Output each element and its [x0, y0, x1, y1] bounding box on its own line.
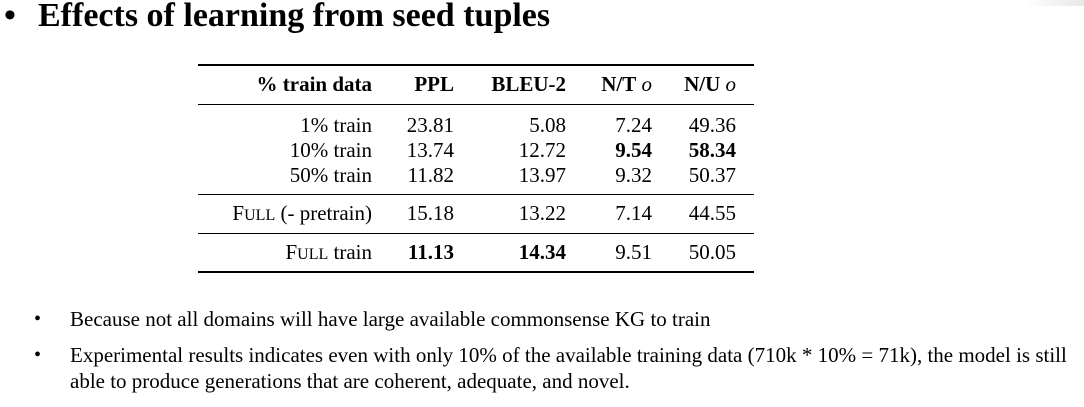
cell-nu: 50.37	[688, 162, 736, 187]
header-nt-suffix: o	[641, 72, 653, 97]
cell-nu: 49.36	[688, 112, 736, 137]
cell-nt: 9.51	[566, 232, 652, 273]
cell-bleu: 12.72	[518, 137, 566, 162]
header-nt-label: N/T	[601, 72, 637, 97]
list-item: • Because not all domains will have larg…	[30, 306, 1080, 332]
cell-bleu-best: 14.34	[454, 232, 566, 273]
table-row: 10% train 13.74 12.72 9.54 58.34	[198, 138, 754, 163]
notes-list: • Because not all domains will have larg…	[30, 306, 1080, 404]
cell-nu: 44.55	[652, 193, 736, 233]
title-text: Effects of learning from seed tuples	[38, 0, 551, 34]
row-label: 1% train	[300, 112, 372, 137]
note-text: Experimental results indicates even with…	[70, 343, 1067, 393]
cell-pad	[736, 138, 754, 163]
row-label: 50% train	[289, 162, 372, 187]
row-label: FULL (- pretrain)	[198, 193, 372, 233]
cell-pad	[736, 232, 754, 273]
cell-pad	[736, 104, 754, 138]
table-row: FULL train 11.13 14.34 9.51 50.05	[198, 232, 754, 273]
label-prefix: F	[232, 201, 245, 225]
label-rest: train	[328, 239, 372, 264]
cell-bleu: 5.08	[529, 112, 566, 137]
note-text: Because not all domains will have large …	[70, 307, 711, 331]
cell-nt: 7.24	[615, 112, 652, 137]
cell-nt-best: 9.54	[615, 137, 652, 162]
cell-pad	[736, 163, 754, 195]
cell-pad	[736, 193, 754, 233]
cell-nu-best: 58.34	[688, 137, 736, 162]
header-nu-label: N/U	[684, 72, 721, 97]
header-ppl: PPL	[372, 64, 454, 105]
cell-ppl: 13.74	[406, 137, 454, 162]
cell-bleu: 13.97	[518, 162, 566, 187]
label-rest: (- pretrain)	[275, 201, 372, 225]
table-row: 1% train 23.81 5.08 7.24 49.36	[198, 104, 754, 138]
header-train-data: % train data	[198, 64, 372, 105]
label-smallcaps: ULL	[244, 207, 276, 224]
note-bullet: •	[34, 308, 42, 330]
table-row: FULL (- pretrain) 15.18 13.22 7.14 44.55	[198, 193, 754, 233]
cell-nu: 50.05	[652, 232, 736, 273]
title-bullet: •	[4, 0, 16, 34]
list-item: • Experimental results indicates even wi…	[30, 342, 1080, 394]
cell-bleu: 13.22	[454, 193, 566, 233]
label-smallcaps: ULL	[297, 245, 329, 263]
cell-ppl: 15.18	[372, 193, 454, 233]
header-nt: N/T o	[566, 64, 653, 105]
cell-ppl-best: 11.13	[372, 232, 454, 273]
slide-title: • Effects of learning from seed tuples	[4, 0, 550, 36]
top-edge-shade	[1024, 0, 1084, 6]
note-bullet: •	[34, 344, 42, 366]
header-nu-suffix: o	[725, 72, 737, 97]
results-table: % train data PPL BLEU-2 N/T o N/U o 1% t…	[198, 64, 754, 273]
table-header-row: % train data PPL BLEU-2 N/T o N/U o	[198, 64, 754, 105]
cell-nt: 9.32	[615, 162, 652, 187]
row-label: 10% train	[289, 137, 372, 162]
header-nu: N/U o	[652, 64, 737, 105]
cell-ppl: 23.81	[406, 112, 454, 137]
header-pad	[736, 64, 754, 105]
cell-nt: 7.14	[566, 193, 652, 233]
label-prefix: F	[285, 239, 298, 264]
cell-ppl: 11.82	[407, 162, 454, 187]
row-label: FULL train	[198, 232, 372, 273]
header-bleu2: BLEU-2	[454, 64, 566, 105]
table-row: 50% train 11.82 13.97 9.32 50.37	[198, 163, 754, 195]
